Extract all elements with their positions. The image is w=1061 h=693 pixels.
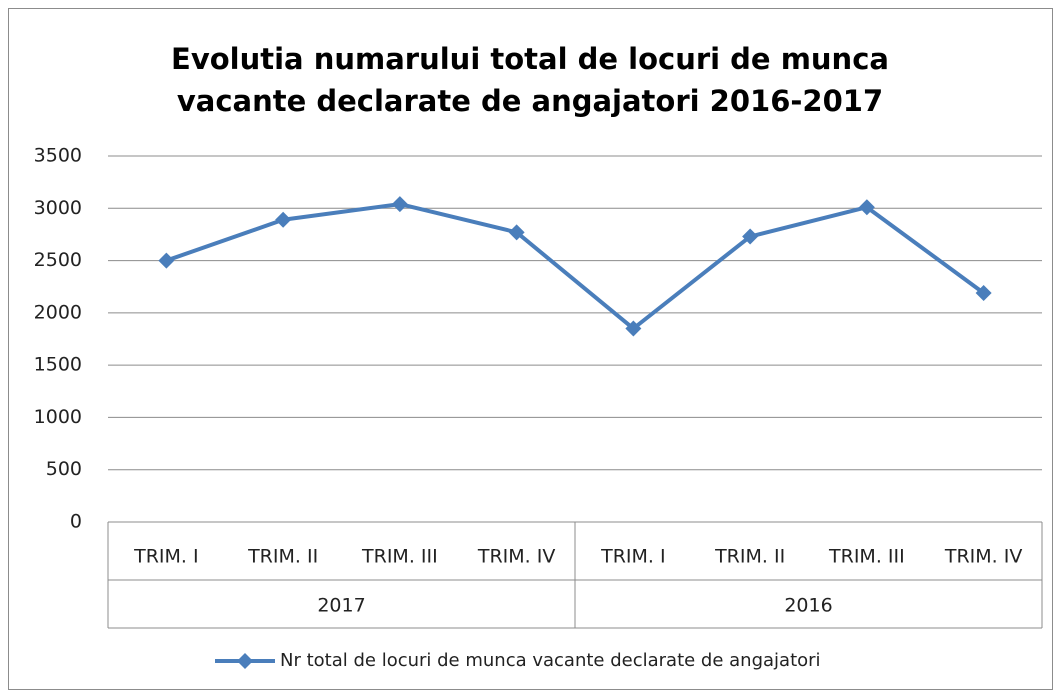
group-label: 2016 (784, 595, 832, 617)
data-point (858, 199, 875, 216)
series-line (165, 202, 985, 331)
x-tick-label: TRIM. III (361, 546, 438, 568)
data-point (391, 196, 408, 213)
data-point (158, 252, 175, 269)
x-tick-label: TRIM. IV (477, 546, 555, 568)
x-tick-label: TRIM. II (247, 546, 318, 568)
data-point (508, 224, 525, 241)
group-label: 2017 (317, 595, 365, 617)
x-tick-label: TRIM. IV (944, 546, 1022, 568)
legend-label: Nr total de locuri de munca vacante decl… (280, 650, 821, 671)
y-tick-label: 3000 (34, 197, 82, 219)
data-point (975, 284, 992, 301)
data-point (625, 320, 642, 337)
legend-marker (237, 653, 253, 669)
chart-title: Evolutia numarului total de locuri de mu… (171, 42, 889, 118)
chart-border (8, 8, 1053, 690)
y-tick-label: 2500 (34, 249, 82, 271)
x-tick-label: TRIM. II (714, 546, 785, 568)
x-tick-label: TRIM. III (828, 546, 905, 568)
y-tick-label: 2000 (34, 301, 82, 323)
x-tick-label: TRIM. I (133, 546, 199, 568)
y-tick-label: 1000 (34, 406, 82, 428)
data-point (742, 228, 759, 245)
y-tick-label: 1500 (34, 354, 82, 376)
y-tick-label: 500 (46, 458, 82, 480)
data-point (275, 211, 292, 228)
y-tick-label: 3500 (34, 145, 82, 167)
x-tick-label: TRIM. I (600, 546, 666, 568)
y-tick-label: 0 (70, 511, 82, 533)
